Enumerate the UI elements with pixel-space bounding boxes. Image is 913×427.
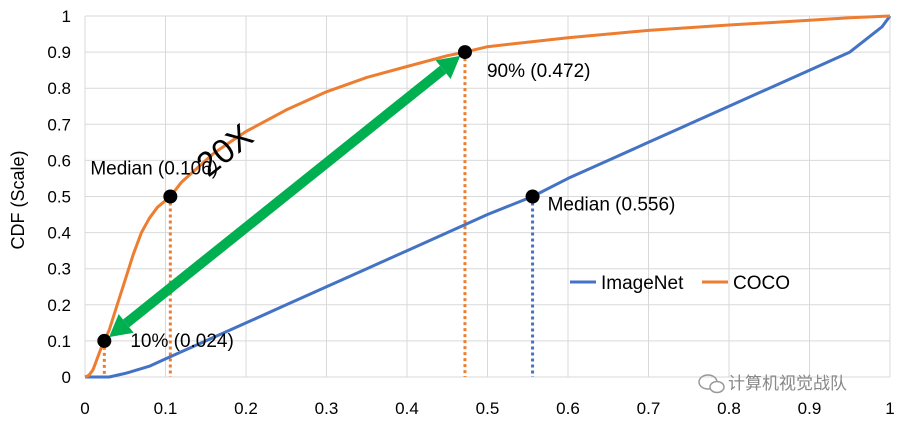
marker-label: 10% (0.024)	[130, 331, 234, 352]
x-tick-label: 1	[885, 399, 894, 418]
x-tick-label: 0.8	[717, 399, 741, 418]
x-tick-label: 0.3	[315, 399, 339, 418]
x-tick-label: 0.6	[556, 399, 580, 418]
wechat-icon	[698, 374, 725, 394]
marker-points: 10% (0.024) Median (0.106) 90% (0.472) Medi…	[90, 45, 675, 352]
y-tick-label: 0	[62, 368, 71, 387]
y-tick-label: 0.2	[47, 296, 71, 315]
y-tick-label: 0.5	[47, 188, 71, 207]
marker-point	[457, 45, 472, 60]
y-tick-label: 1	[62, 7, 71, 26]
y-axis-label: CDF (Scale)	[8, 150, 28, 249]
marker-label: Median (0.106)	[90, 159, 218, 180]
y-tick-label: 0.6	[47, 151, 71, 170]
watermark-text: 计算机视觉战队	[728, 374, 847, 394]
legend-label-coco: COCO	[733, 273, 790, 294]
marker-label: 90% (0.472)	[487, 61, 591, 82]
grid-lines	[84, 15, 891, 378]
y-tick-label: 0.8	[47, 79, 71, 98]
x-tick-label: 0.4	[395, 399, 419, 418]
marker-point	[525, 189, 540, 204]
x-tick-label: 0.5	[476, 399, 500, 418]
y-tick-label: 0.7	[47, 115, 71, 134]
arrow-head-start	[109, 314, 134, 338]
y-tick-label: 0.9	[47, 43, 71, 62]
arrow-head-end	[435, 55, 461, 79]
x-tick-label: 0.2	[234, 399, 258, 418]
y-tick-label: 0.4	[47, 224, 71, 243]
legend-label-imagenet: ImageNet	[601, 273, 684, 294]
drop-lines	[102, 52, 535, 377]
series-line-imagenet	[85, 15, 892, 379]
marker-point	[163, 189, 178, 204]
x-tick-labels: 0 0.1 0.2 0.3 0.4 0.5 0.6 0.7 0.8 0.9 1	[80, 399, 894, 418]
arrow-shaft	[123, 65, 447, 328]
watermark: 计算机视觉战队	[698, 374, 847, 394]
marker-label: Median (0.556)	[548, 195, 676, 216]
marker-point	[97, 333, 112, 348]
y-tick-label: 0.3	[47, 260, 71, 279]
y-tick-label: 0.1	[47, 332, 71, 351]
x-tick-label: 0	[80, 399, 89, 418]
y-tick-labels: 0 0.1 0.2 0.3 0.4 0.5 0.6 0.7 0.8 0.9 1	[47, 7, 71, 387]
x-tick-label: 0.9	[798, 399, 822, 418]
x-tick-label: 0.1	[154, 399, 178, 418]
x-tick-label: 0.7	[637, 399, 661, 418]
legend: ImageNet COCO	[570, 273, 790, 294]
